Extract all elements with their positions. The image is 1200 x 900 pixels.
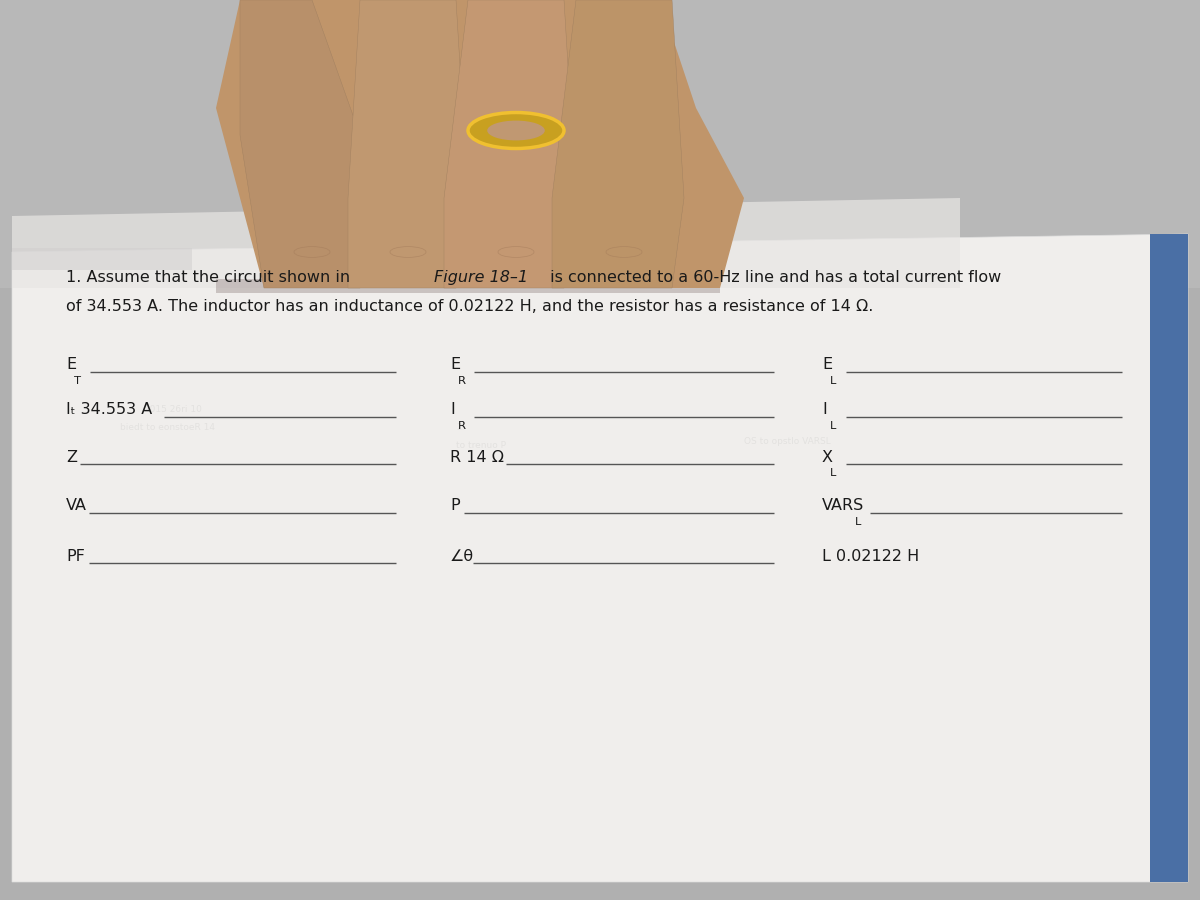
Text: VARS: VARS: [822, 499, 864, 513]
Text: 2.: 2.: [456, 423, 464, 432]
Text: L: L: [854, 517, 862, 527]
FancyBboxPatch shape: [0, 0, 1200, 288]
Text: I: I: [450, 402, 455, 417]
Ellipse shape: [468, 112, 564, 148]
Polygon shape: [216, 0, 744, 288]
Text: of 34.553 A. The inductor has an inductance of 0.02122 H, and the resistor has a: of 34.553 A. The inductor has an inducta…: [66, 299, 874, 314]
Text: E: E: [822, 357, 832, 372]
Text: Figure 18–1: Figure 18–1: [434, 270, 528, 285]
FancyBboxPatch shape: [1150, 234, 1188, 882]
Text: X: X: [822, 450, 833, 464]
FancyBboxPatch shape: [12, 248, 192, 270]
Text: I: I: [822, 402, 827, 417]
Text: OS to opstlo VARSL: OS to opstlo VARSL: [744, 436, 830, 446]
Polygon shape: [552, 0, 684, 288]
Text: Z: Z: [66, 450, 77, 464]
Ellipse shape: [487, 121, 545, 140]
Text: ∠θ: ∠θ: [450, 549, 474, 563]
Text: biedt to eonstoeR 14: biedt to eonstoeR 14: [120, 423, 215, 432]
FancyBboxPatch shape: [216, 279, 720, 292]
Text: E: E: [66, 357, 76, 372]
Text: L 0.02122 H: L 0.02122 H: [822, 549, 919, 563]
Text: Iₜ 34.553 A: Iₜ 34.553 A: [66, 402, 152, 417]
Text: T: T: [74, 375, 82, 386]
Text: L: L: [830, 375, 836, 386]
Polygon shape: [444, 0, 576, 288]
Text: to trenuo P: to trenuo P: [456, 441, 506, 450]
Polygon shape: [240, 0, 360, 288]
Text: 1. Assume that the circuit shown in: 1. Assume that the circuit shown in: [66, 270, 355, 285]
Text: P: P: [450, 499, 460, 513]
Text: R: R: [458, 420, 467, 431]
Text: L: L: [830, 420, 836, 431]
Text: R 14 Ω: R 14 Ω: [450, 450, 504, 464]
Text: is connected to a 60-Hz line and has a total current flow: is connected to a 60-Hz line and has a t…: [545, 270, 1001, 285]
Text: R: R: [458, 375, 467, 386]
Text: L: L: [830, 468, 836, 479]
Text: VA: VA: [66, 499, 88, 513]
Polygon shape: [12, 198, 960, 288]
Text: E: E: [450, 357, 460, 372]
Text: 2015 26ri 10: 2015 26ri 10: [144, 405, 202, 414]
Polygon shape: [12, 234, 1188, 882]
Text: PF: PF: [66, 549, 85, 563]
Polygon shape: [348, 0, 468, 288]
